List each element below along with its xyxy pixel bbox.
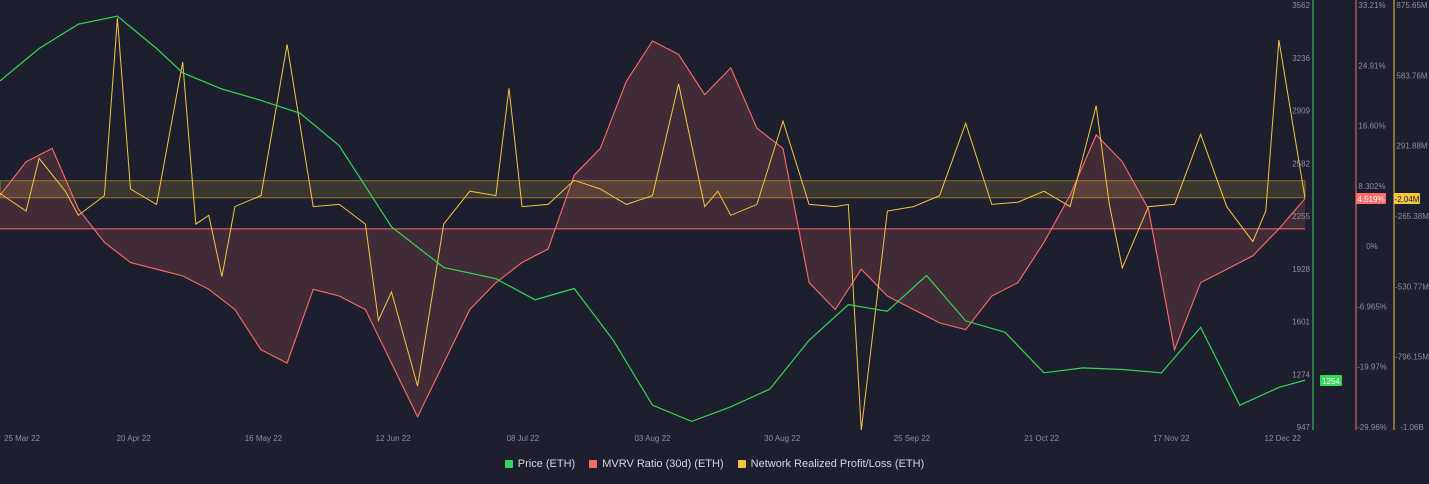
price-ticks-label: 1928 <box>1292 265 1310 274</box>
plot-area <box>0 0 1306 431</box>
nrpl-ticks-label: -796.15M <box>1395 353 1429 362</box>
nrpl-ticks-label: -1.06B <box>1400 423 1424 432</box>
nrpl-ticks-label: 875.65M <box>1396 1 1427 10</box>
legend-item-mvrv[interactable]: MVRV Ratio (30d) (ETH) <box>589 458 724 470</box>
legend: Price (ETH) MVRV Ratio (30d) (ETH) Netwo… <box>0 458 1429 470</box>
mvrv-ticks-label: -29.96% <box>1357 423 1387 432</box>
price-axis: 3562 3236 2909 2582 2255 1928 1601 1274 947 <box>1292 1 1310 432</box>
mvrv-badge: 4.519% <box>1356 193 1386 204</box>
mvrv-ticks-label: 0% <box>1366 242 1378 251</box>
mvrv-ticks-label: 24.91% <box>1358 61 1385 70</box>
price-ticks-label: 947 <box>1297 423 1311 432</box>
x-tick-label: 03 Aug 22 <box>634 434 671 443</box>
nrpl-line <box>0 18 1306 431</box>
x-tick-label: 12 Jun 22 <box>376 434 412 443</box>
nrpl-badge-text: -2.04M <box>1395 195 1420 204</box>
legend-label-mvrv: MVRV Ratio (30d) (ETH) <box>602 458 724 470</box>
mvrv-badge-bg <box>1356 193 1386 204</box>
nrpl-baseline-band <box>0 180 1306 199</box>
price-ticks-label: 1274 <box>1292 370 1310 379</box>
mvrv-badge-text: 4.519% <box>1357 195 1384 204</box>
price-ticks-label: 1601 <box>1292 318 1310 327</box>
price-ticks-label: 2909 <box>1292 107 1310 116</box>
plot-background <box>0 0 1305 430</box>
legend-label-nrpl: Network Realized Profit/Loss (ETH) <box>750 458 925 470</box>
price-badge-text: 1254 <box>1322 377 1340 386</box>
price-badge: 1254 <box>1320 375 1342 386</box>
nrpl-ticks-label: -265.38M <box>1395 212 1429 221</box>
nrpl-ticks-label: -530.77M <box>1395 282 1429 291</box>
x-tick-label: 16 May 22 <box>245 434 283 443</box>
legend-label-price: Price (ETH) <box>517 458 576 470</box>
mvrv-ticks-label: 33.21% <box>1358 1 1385 10</box>
legend-swatch-mvrv <box>589 460 598 468</box>
mvrv-line <box>0 40 1306 419</box>
nrpl-ticks-label: 583.76M <box>1396 71 1427 80</box>
x-tick-label: 12 Dec 22 <box>1265 434 1302 443</box>
mvrv-ticks-label: -19.97% <box>1357 363 1387 372</box>
x-tick-label: 20 Apr 22 <box>117 434 152 443</box>
price-line <box>0 15 1306 423</box>
x-tick-label: 25 Sep 22 <box>894 434 931 443</box>
legend-swatch-price <box>504 460 513 468</box>
price-ticks-label: 3562 <box>1292 1 1310 10</box>
nrpl-badge: -2.04M <box>1394 193 1420 204</box>
legend-item-price[interactable]: Price (ETH) <box>504 458 576 470</box>
mvrv-axis: 33.21% 24.91% 16.60% 8.302% 0% -6.965% -19.97%… <box>1357 1 1387 432</box>
price-ticks-label: 3236 <box>1292 54 1310 63</box>
nrpl-ticks-label: 291.88M <box>1396 142 1427 151</box>
price-badge-bg <box>1320 375 1342 386</box>
x-tick-label: 17 Nov 22 <box>1153 434 1190 443</box>
x-tick-label: 21 Oct 22 <box>1024 434 1059 443</box>
legend-item-nrpl[interactable]: Network Realized Profit/Loss (ETH) <box>737 458 925 470</box>
price-ticks-label: 2582 <box>1292 159 1310 168</box>
x-tick-label: 30 Aug 22 <box>764 434 801 443</box>
x-tick-label: 08 Jul 22 <box>507 434 540 443</box>
nrpl-axis: 875.65M 583.76M 291.88M -265.38M -530.77M -79… <box>1395 1 1429 432</box>
mvrv-ticks-label: 16.60% <box>1358 122 1385 131</box>
price-ticks-label: 2255 <box>1292 212 1310 221</box>
x-axis: 25 Mar 22 20 Apr 22 16 May 22 12 Jun 22 08 J… <box>4 434 1302 443</box>
nrpl-badge-bg <box>1394 193 1420 204</box>
x-tick-label: 25 Mar 22 <box>4 434 41 443</box>
legend-swatch-nrpl <box>737 460 746 468</box>
mvrv-ticks-label: -6.965% <box>1357 302 1387 311</box>
mvrv-ticks-label: 8.302% <box>1358 182 1385 191</box>
